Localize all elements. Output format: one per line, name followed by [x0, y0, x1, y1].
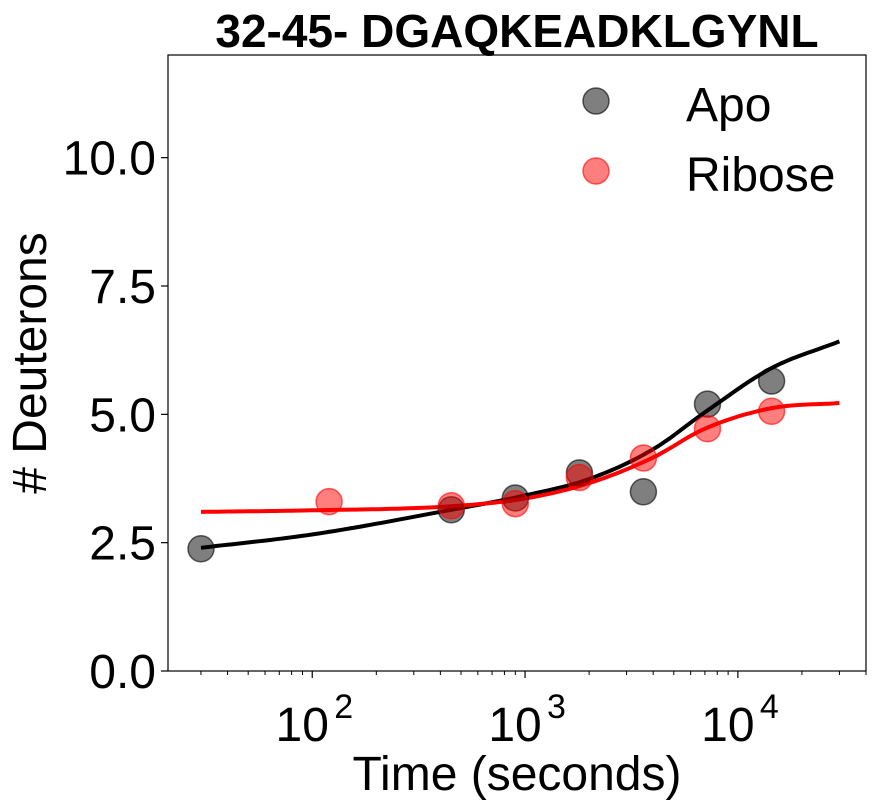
x-tick-exponent: 3 [547, 688, 566, 726]
point-apo-0 [187, 535, 215, 563]
x-tick-label: 10 [276, 699, 329, 752]
point-apo-6 [757, 367, 786, 395]
axis-ticks: 0.02.55.07.510.010 2 10 3 10 4 [63, 133, 867, 752]
legend-marker-apo [582, 87, 610, 115]
legend: Apo Ribose [582, 79, 835, 202]
x-axis-label: Time (seconds) [353, 748, 682, 801]
x-tick-label: 10 [488, 699, 541, 752]
y-axis-label: # Deuterons [4, 232, 57, 494]
point-apo-4 [629, 478, 658, 506]
y-tick-label: 5.0 [89, 389, 156, 442]
legend-label-ribose: Ribose [686, 149, 835, 202]
y-tick-label: 0.0 [89, 646, 156, 699]
plot-frame [167, 54, 867, 672]
fit-lines [200, 339, 841, 550]
x-tick-label: 10 [701, 699, 754, 752]
chart-title: 32-45- DGAQKEADKLGYNL [215, 5, 818, 57]
point-ribose-6 [757, 397, 786, 426]
y-tick-label: 2.5 [89, 518, 156, 571]
y-tick-label: 10.0 [63, 133, 156, 186]
point-ribose-1 [437, 491, 466, 520]
data-points [187, 367, 786, 563]
x-tick-exponent: 4 [760, 688, 779, 726]
point-ribose-5 [693, 414, 722, 443]
legend-marker-ribose [582, 157, 610, 185]
point-ribose-3 [565, 463, 594, 492]
point-apo-5 [693, 390, 722, 418]
y-tick-label: 7.5 [89, 261, 156, 314]
legend-label-apo: Apo [686, 79, 771, 132]
fit-line-apo [200, 339, 841, 550]
point-ribose-2 [501, 489, 530, 518]
point-ribose-0 [315, 487, 343, 516]
point-ribose-4 [629, 444, 658, 472]
x-tick-exponent: 2 [334, 688, 353, 726]
